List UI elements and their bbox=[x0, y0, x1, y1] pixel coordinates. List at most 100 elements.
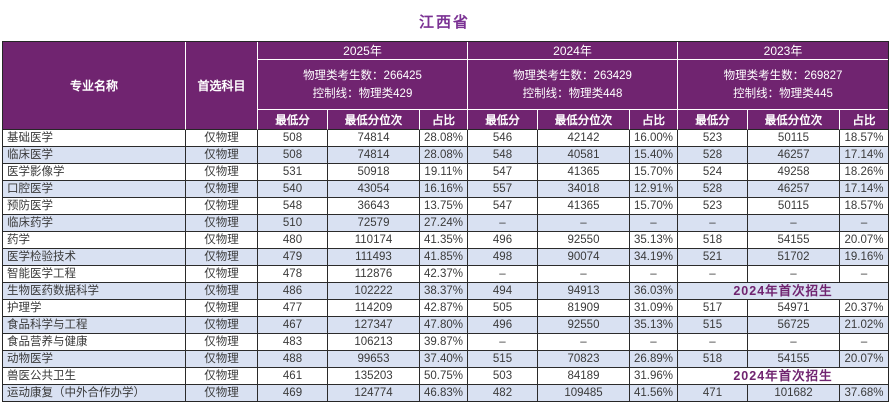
min-score-cell: 461 bbox=[258, 368, 328, 385]
min-rank-cell: 56725 bbox=[748, 317, 840, 334]
min-rank-cell: 112876 bbox=[328, 266, 420, 283]
table-row: 医学影像学 仅物理 531 50918 19.11% 547 41365 15.70% 524 4… bbox=[3, 164, 889, 181]
min-rank-header-2024: 最低分位次 bbox=[538, 110, 630, 130]
major-name-cell: 临床医学 bbox=[3, 147, 186, 164]
ratio-cell: 15.40% bbox=[630, 147, 678, 164]
subject-cell: 仅物理 bbox=[186, 334, 258, 351]
major-name-cell: 食品营养与健康 bbox=[3, 334, 186, 351]
major-name-cell: 基础医学 bbox=[3, 130, 186, 147]
major-name-cell: 智能医学工程 bbox=[3, 266, 186, 283]
first-enrollment-notice-cell: 2024年首次招生 bbox=[678, 283, 889, 300]
min-score-cell: 503 bbox=[468, 368, 538, 385]
ratio-cell: 19.16% bbox=[840, 249, 889, 266]
min-score-cell: 505 bbox=[468, 300, 538, 317]
min-rank-cell: – bbox=[748, 215, 840, 232]
min-score-cell: 524 bbox=[678, 164, 748, 181]
ratio-cell: 17.14% bbox=[840, 147, 889, 164]
subject-cell: 仅物理 bbox=[186, 232, 258, 249]
ratio-header-2023: 占比 bbox=[840, 110, 889, 130]
major-name-cell: 生物医药数据科学 bbox=[3, 283, 186, 300]
min-score-cell: 547 bbox=[468, 198, 538, 215]
min-rank-cell: 41365 bbox=[538, 198, 630, 215]
table-body: 基础医学 仅物理 508 74814 28.08% 546 42142 16.00% 523 50… bbox=[3, 130, 889, 401]
year-stats-2023: 物理类考生数：269827 控制线：物理类445 bbox=[678, 60, 889, 110]
table-row: 药学 仅物理 480 110174 41.35% 496 92550 35.13% 518 541… bbox=[3, 232, 889, 249]
min-score-cell: 479 bbox=[258, 249, 328, 266]
candidates-count-2025: 物理类考生数：266425 bbox=[303, 69, 422, 82]
sub-header-row: 最低分 最低分位次 占比 最低分 最低分位次 占比 最低分 最低分位次 占比 bbox=[3, 110, 889, 130]
subject-cell: 仅物理 bbox=[186, 181, 258, 198]
table-row: 兽医公共卫生 仅物理 461 135203 50.75% 503 84189 31.96% 20… bbox=[3, 368, 889, 385]
min-rank-cell: 54155 bbox=[748, 351, 840, 368]
min-rank-cell: 74814 bbox=[328, 147, 420, 164]
table-row: 预防医学 仅物理 548 36643 13.75% 547 41365 15.70% 523 50… bbox=[3, 198, 889, 215]
ratio-cell: 18.57% bbox=[840, 130, 889, 147]
min-rank-cell: 50115 bbox=[748, 198, 840, 215]
subject-cell: 仅物理 bbox=[186, 283, 258, 300]
major-name-cell: 预防医学 bbox=[3, 198, 186, 215]
min-rank-cell: 101682 bbox=[748, 385, 840, 401]
min-rank-cell: – bbox=[538, 266, 630, 283]
min-rank-cell: 46257 bbox=[748, 181, 840, 198]
ratio-cell: – bbox=[840, 266, 889, 283]
major-name-cell: 医学检验技术 bbox=[3, 249, 186, 266]
min-score-cell: 482 bbox=[468, 385, 538, 401]
table-row: 口腔医学 仅物理 540 43054 16.16% 557 34018 12.91% 528 46… bbox=[3, 181, 889, 198]
ratio-cell: 37.40% bbox=[420, 351, 468, 368]
year-stats-2024: 物理类考生数：263429 控制线：物理类448 bbox=[468, 60, 678, 110]
ratio-cell: 21.02% bbox=[840, 317, 889, 334]
year-header-2025: 2025年 bbox=[258, 42, 468, 60]
min-rank-cell: 135203 bbox=[328, 368, 420, 385]
min-score-header-2023: 最低分 bbox=[678, 110, 748, 130]
subject-cell: 仅物理 bbox=[186, 300, 258, 317]
year-header-2024: 2024年 bbox=[468, 42, 678, 60]
min-score-cell: 523 bbox=[678, 198, 748, 215]
ratio-cell: 37.68% bbox=[840, 385, 889, 401]
ratio-cell: 18.57% bbox=[840, 198, 889, 215]
ratio-cell: 15.70% bbox=[630, 198, 678, 215]
min-rank-cell: 102222 bbox=[328, 283, 420, 300]
min-rank-cell: 94913 bbox=[538, 283, 630, 300]
major-name-cell: 临床药学 bbox=[3, 215, 186, 232]
major-name-cell: 医学影像学 bbox=[3, 164, 186, 181]
ratio-cell: 34.19% bbox=[630, 249, 678, 266]
control-line-2023: 控制线：物理类445 bbox=[733, 87, 833, 100]
min-rank-cell: 110174 bbox=[328, 232, 420, 249]
subject-cell: 仅物理 bbox=[186, 164, 258, 181]
table-row: 临床药学 仅物理 510 72579 27.24% – – – – – – bbox=[3, 215, 889, 232]
min-score-cell: 540 bbox=[258, 181, 328, 198]
min-rank-cell: 43054 bbox=[328, 181, 420, 198]
ratio-cell: 46.83% bbox=[420, 385, 468, 401]
min-rank-cell: 34018 bbox=[538, 181, 630, 198]
subject-cell: 仅物理 bbox=[186, 266, 258, 283]
ratio-cell: 42.87% bbox=[420, 300, 468, 317]
major-column-header: 专业名称 bbox=[3, 42, 186, 130]
min-rank-cell: 74814 bbox=[328, 130, 420, 147]
min-score-cell: 523 bbox=[678, 130, 748, 147]
year-stats-2025: 物理类考生数：266425 控制线：物理类429 bbox=[258, 60, 468, 110]
min-rank-cell: – bbox=[538, 215, 630, 232]
min-rank-cell: 70823 bbox=[538, 351, 630, 368]
major-name-cell: 运动康复（中外合作办学） bbox=[3, 385, 186, 401]
min-rank-cell: 114209 bbox=[328, 300, 420, 317]
table-row: 食品科学与工程 仅物理 467 127347 47.80% 496 92550 35.13% 5… bbox=[3, 317, 889, 334]
control-line-2025: 控制线：物理类429 bbox=[312, 87, 413, 100]
min-rank-cell: 49258 bbox=[748, 164, 840, 181]
min-score-cell: 471 bbox=[678, 385, 748, 401]
min-score-cell: 521 bbox=[678, 249, 748, 266]
min-score-cell: 477 bbox=[258, 300, 328, 317]
min-rank-cell: 124774 bbox=[328, 385, 420, 401]
ratio-cell: – bbox=[630, 334, 678, 351]
candidates-count-2023: 物理类考生数：269827 bbox=[723, 69, 843, 82]
ratio-cell: 35.13% bbox=[630, 232, 678, 249]
subject-cell: 仅物理 bbox=[186, 147, 258, 164]
min-rank-cell: 92550 bbox=[538, 317, 630, 334]
ratio-cell: 17.14% bbox=[840, 181, 889, 198]
table-row: 护理学 仅物理 477 114209 42.87% 505 81909 31.09% 517 54… bbox=[3, 300, 889, 317]
ratio-cell: 31.09% bbox=[630, 300, 678, 317]
min-score-cell: 480 bbox=[258, 232, 328, 249]
min-score-cell: – bbox=[678, 266, 748, 283]
min-score-cell: 547 bbox=[468, 164, 538, 181]
major-name-cell: 食品科学与工程 bbox=[3, 317, 186, 334]
stats-header-row: 物理类考生数：266425 控制线：物理类429 物理类考生数：263429 控… bbox=[3, 60, 889, 110]
